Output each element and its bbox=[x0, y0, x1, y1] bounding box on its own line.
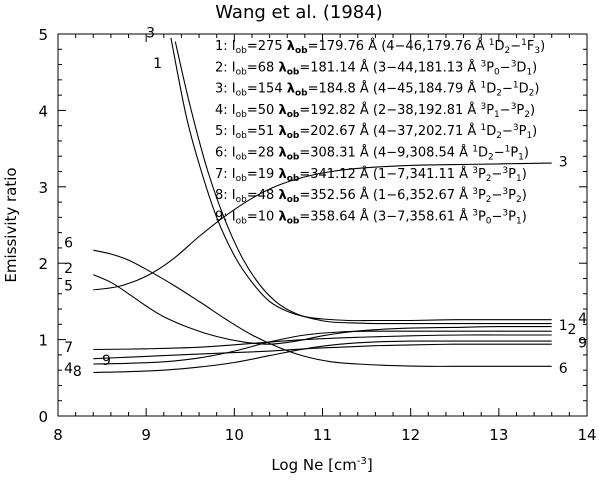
curve-label: 6 bbox=[64, 236, 73, 252]
series-lines bbox=[93, 37, 552, 374]
legend-entry-3: 3: Iob=154 λob=184.8 Å (4−45,184.79 Å 1D… bbox=[215, 81, 539, 99]
x-tick-label: 10 bbox=[225, 426, 244, 444]
series-line-3 bbox=[170, 37, 552, 322]
legend-entry-4: 4: Iob=50 λob=192.82 Å (2−38,192.81 Å 3P… bbox=[215, 102, 535, 120]
y-tick-label: 5 bbox=[38, 26, 48, 44]
curve-label: 7 bbox=[64, 340, 73, 356]
y-tick-label: 4 bbox=[38, 102, 48, 120]
y-tick-label: 3 bbox=[38, 179, 48, 197]
series-line-7 bbox=[93, 334, 552, 351]
curve-label: 9 bbox=[578, 336, 587, 352]
y-tick-label: 0 bbox=[38, 408, 48, 426]
curve-label: 8 bbox=[73, 364, 82, 380]
legend-entry-2: 2: Iob=68 λob=181.14 Å (3−44,181.13 Å 3P… bbox=[215, 59, 537, 77]
series-line-9 bbox=[93, 343, 552, 360]
curve-label: 4 bbox=[64, 361, 73, 377]
x-tick-label: 14 bbox=[577, 426, 596, 444]
curve-label: 1 bbox=[559, 318, 568, 334]
curve-label: 1 bbox=[153, 56, 162, 72]
x-tick-label: 9 bbox=[141, 426, 151, 444]
legend: 1: Iob=275 λob=179.76 Å (4−46,179.76 Å 1… bbox=[215, 38, 545, 226]
legend-entry-9: 9: Iob=10 λob=358.64 Å (3−7,358.61 Å 3P0… bbox=[215, 208, 527, 226]
curve-label: 3 bbox=[146, 25, 155, 41]
curve-label: 6 bbox=[559, 361, 568, 377]
x-tick-label: 8 bbox=[53, 426, 63, 444]
legend-entry-7: 7: Iob=19 λob=341.12 Å (1−7,341.11 Å 3P2… bbox=[215, 166, 527, 184]
legend-entry-5: 5: Iob=51 λob=202.67 Å (4−37,202.71 Å 1D… bbox=[215, 123, 537, 141]
curve-label: 5 bbox=[64, 278, 73, 294]
series-line-4 bbox=[93, 330, 552, 365]
legend-entry-1: 1: Iob=275 λob=179.76 Å (4−46,179.76 Å 1… bbox=[215, 38, 545, 56]
series-line-8 bbox=[93, 340, 552, 374]
x-tick-label: 13 bbox=[489, 426, 508, 444]
curve-label: 4 bbox=[578, 311, 587, 327]
chart-title: Wang et al. (1984) bbox=[215, 2, 382, 23]
curve-label: 3 bbox=[559, 155, 568, 171]
series-line-5 bbox=[93, 162, 552, 291]
curve-label: 9 bbox=[102, 353, 111, 369]
curve-label: 2 bbox=[64, 261, 73, 277]
legend-entry-8: 8: Iob=48 λob=352.56 Å (1−6,352.67 Å 3P2… bbox=[215, 187, 527, 205]
x-tick-label: 11 bbox=[313, 426, 332, 444]
legend-entry-6: 6: Iob=28 λob=308.31 Å (4−9,308.54 Å 1D2… bbox=[215, 145, 529, 163]
x-tick-label: 12 bbox=[401, 426, 420, 444]
y-axis-label: Emissivity ratio bbox=[2, 167, 20, 282]
series-line-2 bbox=[93, 274, 552, 345]
y-tick-label: 1 bbox=[38, 332, 48, 350]
curve-label: 2 bbox=[568, 322, 577, 338]
x-axis-label: Log Ne [cm-3] bbox=[271, 456, 372, 474]
y-tick-label: 2 bbox=[38, 255, 48, 273]
